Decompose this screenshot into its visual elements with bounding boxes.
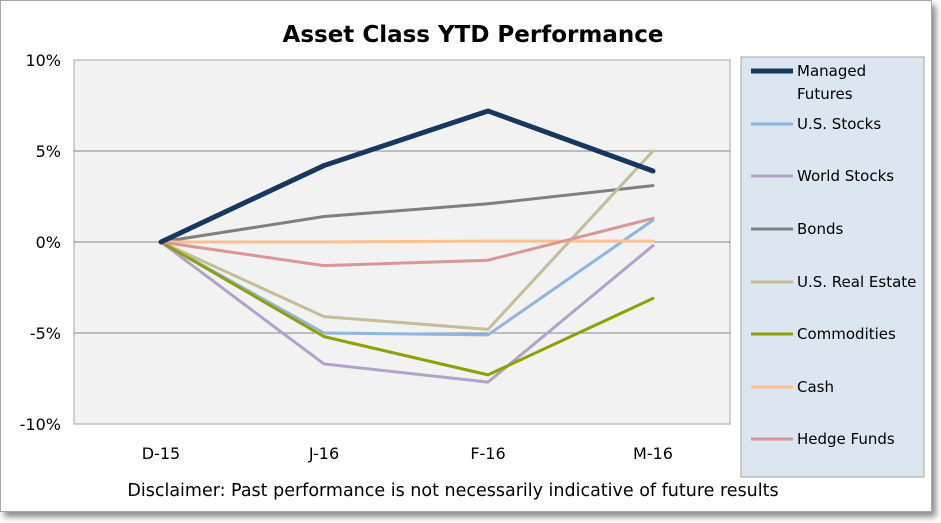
series-line-world-stocks bbox=[159, 240, 655, 384]
x-tick-label: D-15 bbox=[142, 444, 180, 463]
chart-svg: Asset Class YTD Performance 10% 5% 0% -5% -1… bbox=[20, 22, 925, 501]
series-line-commodities bbox=[159, 240, 655, 377]
chart-title: Asset Class YTD Performance bbox=[283, 22, 664, 48]
series-line-managed-futures bbox=[158, 108, 656, 245]
y-tick-label: -5% bbox=[30, 324, 61, 343]
legend-label-hedge-funds: Hedge Funds bbox=[797, 430, 895, 448]
legend-box bbox=[740, 56, 925, 478]
x-tick-label: M-16 bbox=[633, 444, 673, 463]
disclaimer-text: Disclaimer: Past performance is not nece… bbox=[127, 481, 778, 501]
series-line-u-s-stocks bbox=[159, 218, 655, 337]
x-tick-label: J-16 bbox=[308, 444, 339, 463]
y-tick-label: 5% bbox=[36, 142, 61, 161]
series-line-cash bbox=[159, 239, 655, 244]
series-lines bbox=[158, 108, 656, 384]
series-line-hedge-funds bbox=[159, 216, 655, 268]
series-line-bonds bbox=[159, 184, 655, 244]
y-axis-tick-labels: 10% 5% 0% -5% -10% bbox=[20, 51, 61, 434]
legend-label-world-stocks: World Stocks bbox=[797, 167, 894, 185]
legend-label-managed-futures: Managed Futures bbox=[797, 62, 866, 103]
legend-label-u-s-real-estate: U.S. Real Estate bbox=[797, 273, 916, 291]
legend-label-cash: Cash bbox=[797, 378, 834, 396]
legend-label-bonds: Bonds bbox=[797, 220, 843, 238]
x-tick-label: F-16 bbox=[470, 444, 505, 463]
legend-label-commodities: Commodities bbox=[797, 325, 896, 343]
legend: Managed Futures U.S. Stocks World Stocks Bon… bbox=[740, 56, 925, 478]
y-tick-label: 0% bbox=[36, 233, 61, 252]
y-tick-label: -10% bbox=[20, 415, 61, 434]
y-tick-label: 10% bbox=[25, 51, 61, 70]
chart-frame: Asset Class YTD Performance 10% 5% 0% -5% -1… bbox=[0, 0, 932, 512]
x-axis-tick-labels: D-15 J-16 F-16 M-16 bbox=[142, 444, 673, 463]
legend-label-u-s-stocks: U.S. Stocks bbox=[797, 115, 881, 133]
